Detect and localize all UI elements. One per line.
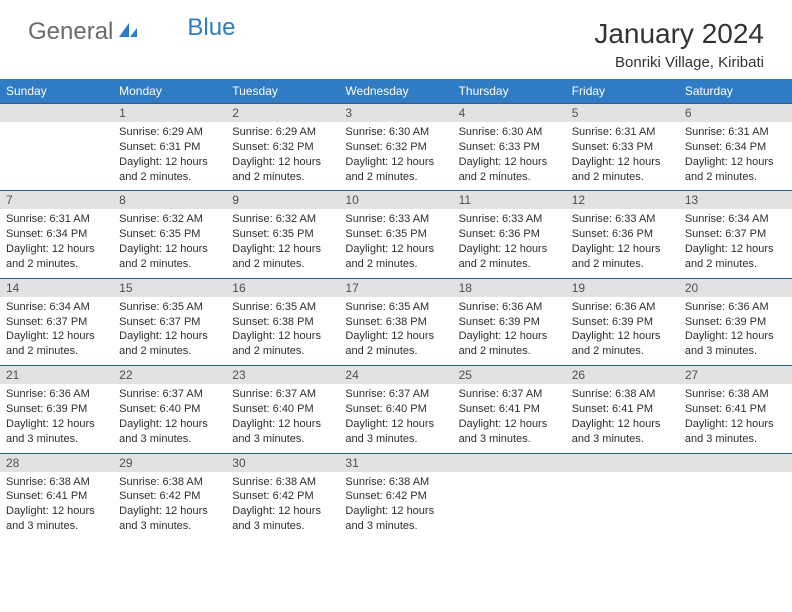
day-content-row: Sunrise: 6:34 AMSunset: 6:37 PMDaylight:… — [0, 297, 792, 366]
day-number: 13 — [679, 191, 792, 210]
logo-sail-icon — [117, 18, 139, 46]
day-cell: Sunrise: 6:35 AMSunset: 6:38 PMDaylight:… — [226, 297, 339, 366]
day-number: 17 — [339, 278, 452, 297]
day-number: 23 — [226, 366, 339, 385]
day-cell: Sunrise: 6:37 AMSunset: 6:40 PMDaylight:… — [226, 384, 339, 453]
day-number-empty — [679, 453, 792, 472]
day-cell-empty — [679, 472, 792, 540]
day-content-row: Sunrise: 6:29 AMSunset: 6:31 PMDaylight:… — [0, 122, 792, 191]
day-number: 15 — [113, 278, 226, 297]
title-block: January 2024 Bonriki Village, Kiribati — [594, 18, 764, 71]
day-header: Monday — [113, 79, 226, 104]
day-number: 24 — [339, 366, 452, 385]
day-cell: Sunrise: 6:36 AMSunset: 6:39 PMDaylight:… — [453, 297, 566, 366]
day-number: 26 — [566, 366, 679, 385]
day-cell: Sunrise: 6:37 AMSunset: 6:40 PMDaylight:… — [113, 384, 226, 453]
day-cell: Sunrise: 6:38 AMSunset: 6:41 PMDaylight:… — [566, 384, 679, 453]
day-cell-empty — [0, 122, 113, 191]
day-cell-empty — [566, 472, 679, 540]
day-cell: Sunrise: 6:31 AMSunset: 6:34 PMDaylight:… — [0, 209, 113, 278]
day-cell: Sunrise: 6:38 AMSunset: 6:42 PMDaylight:… — [226, 472, 339, 540]
day-cell: Sunrise: 6:29 AMSunset: 6:31 PMDaylight:… — [113, 122, 226, 191]
day-number: 28 — [0, 453, 113, 472]
day-number: 19 — [566, 278, 679, 297]
day-number: 30 — [226, 453, 339, 472]
day-cell: Sunrise: 6:37 AMSunset: 6:40 PMDaylight:… — [339, 384, 452, 453]
day-number-row: 123456 — [0, 104, 792, 123]
month-title: January 2024 — [594, 18, 764, 50]
day-cell: Sunrise: 6:36 AMSunset: 6:39 PMDaylight:… — [566, 297, 679, 366]
day-number: 14 — [0, 278, 113, 297]
day-cell: Sunrise: 6:33 AMSunset: 6:35 PMDaylight:… — [339, 209, 452, 278]
page-header: General Blue January 2024 Bonriki Villag… — [0, 0, 792, 79]
day-cell: Sunrise: 6:33 AMSunset: 6:36 PMDaylight:… — [566, 209, 679, 278]
day-cell: Sunrise: 6:30 AMSunset: 6:33 PMDaylight:… — [453, 122, 566, 191]
calendar-table: SundayMondayTuesdayWednesdayThursdayFrid… — [0, 79, 792, 540]
day-content-row: Sunrise: 6:38 AMSunset: 6:41 PMDaylight:… — [0, 472, 792, 540]
day-number: 1 — [113, 104, 226, 123]
day-header: Sunday — [0, 79, 113, 104]
day-number: 29 — [113, 453, 226, 472]
day-cell: Sunrise: 6:34 AMSunset: 6:37 PMDaylight:… — [679, 209, 792, 278]
day-cell: Sunrise: 6:33 AMSunset: 6:36 PMDaylight:… — [453, 209, 566, 278]
day-number-row: 78910111213 — [0, 191, 792, 210]
day-cell: Sunrise: 6:34 AMSunset: 6:37 PMDaylight:… — [0, 297, 113, 366]
day-header: Saturday — [679, 79, 792, 104]
day-number-row: 21222324252627 — [0, 366, 792, 385]
day-number: 2 — [226, 104, 339, 123]
day-number: 22 — [113, 366, 226, 385]
day-header: Wednesday — [339, 79, 452, 104]
day-header: Tuesday — [226, 79, 339, 104]
day-header: Friday — [566, 79, 679, 104]
location-label: Bonriki Village, Kiribati — [594, 54, 764, 71]
day-header: Thursday — [453, 79, 566, 104]
day-number: 12 — [566, 191, 679, 210]
day-number: 27 — [679, 366, 792, 385]
day-number: 21 — [0, 366, 113, 385]
day-cell: Sunrise: 6:36 AMSunset: 6:39 PMDaylight:… — [0, 384, 113, 453]
day-number: 31 — [339, 453, 452, 472]
day-content-row: Sunrise: 6:31 AMSunset: 6:34 PMDaylight:… — [0, 209, 792, 278]
day-number-empty — [0, 104, 113, 123]
day-number: 9 — [226, 191, 339, 210]
day-number-empty — [566, 453, 679, 472]
logo-text-blue: Blue — [187, 14, 235, 42]
day-cell: Sunrise: 6:29 AMSunset: 6:32 PMDaylight:… — [226, 122, 339, 191]
day-cell: Sunrise: 6:36 AMSunset: 6:39 PMDaylight:… — [679, 297, 792, 366]
day-cell: Sunrise: 6:30 AMSunset: 6:32 PMDaylight:… — [339, 122, 452, 191]
day-cell: Sunrise: 6:31 AMSunset: 6:34 PMDaylight:… — [679, 122, 792, 191]
day-number: 7 — [0, 191, 113, 210]
day-number: 8 — [113, 191, 226, 210]
day-number: 4 — [453, 104, 566, 123]
logo-text-general: General — [28, 18, 113, 46]
day-content-row: Sunrise: 6:36 AMSunset: 6:39 PMDaylight:… — [0, 384, 792, 453]
day-cell: Sunrise: 6:38 AMSunset: 6:41 PMDaylight:… — [679, 384, 792, 453]
day-number: 25 — [453, 366, 566, 385]
day-number-row: 28293031 — [0, 453, 792, 472]
day-number: 11 — [453, 191, 566, 210]
day-number: 16 — [226, 278, 339, 297]
day-number-empty — [453, 453, 566, 472]
day-number: 3 — [339, 104, 452, 123]
day-cell: Sunrise: 6:32 AMSunset: 6:35 PMDaylight:… — [113, 209, 226, 278]
day-cell: Sunrise: 6:37 AMSunset: 6:41 PMDaylight:… — [453, 384, 566, 453]
day-cell: Sunrise: 6:35 AMSunset: 6:38 PMDaylight:… — [339, 297, 452, 366]
day-cell: Sunrise: 6:38 AMSunset: 6:42 PMDaylight:… — [339, 472, 452, 540]
day-number: 18 — [453, 278, 566, 297]
day-number: 10 — [339, 191, 452, 210]
day-cell: Sunrise: 6:31 AMSunset: 6:33 PMDaylight:… — [566, 122, 679, 191]
day-cell-empty — [453, 472, 566, 540]
day-number: 20 — [679, 278, 792, 297]
day-cell: Sunrise: 6:38 AMSunset: 6:42 PMDaylight:… — [113, 472, 226, 540]
day-cell: Sunrise: 6:32 AMSunset: 6:35 PMDaylight:… — [226, 209, 339, 278]
day-number: 5 — [566, 104, 679, 123]
day-number: 6 — [679, 104, 792, 123]
day-number-row: 14151617181920 — [0, 278, 792, 297]
day-cell: Sunrise: 6:35 AMSunset: 6:37 PMDaylight:… — [113, 297, 226, 366]
day-cell: Sunrise: 6:38 AMSunset: 6:41 PMDaylight:… — [0, 472, 113, 540]
day-header-row: SundayMondayTuesdayWednesdayThursdayFrid… — [0, 79, 792, 104]
logo: General Blue — [28, 18, 235, 46]
